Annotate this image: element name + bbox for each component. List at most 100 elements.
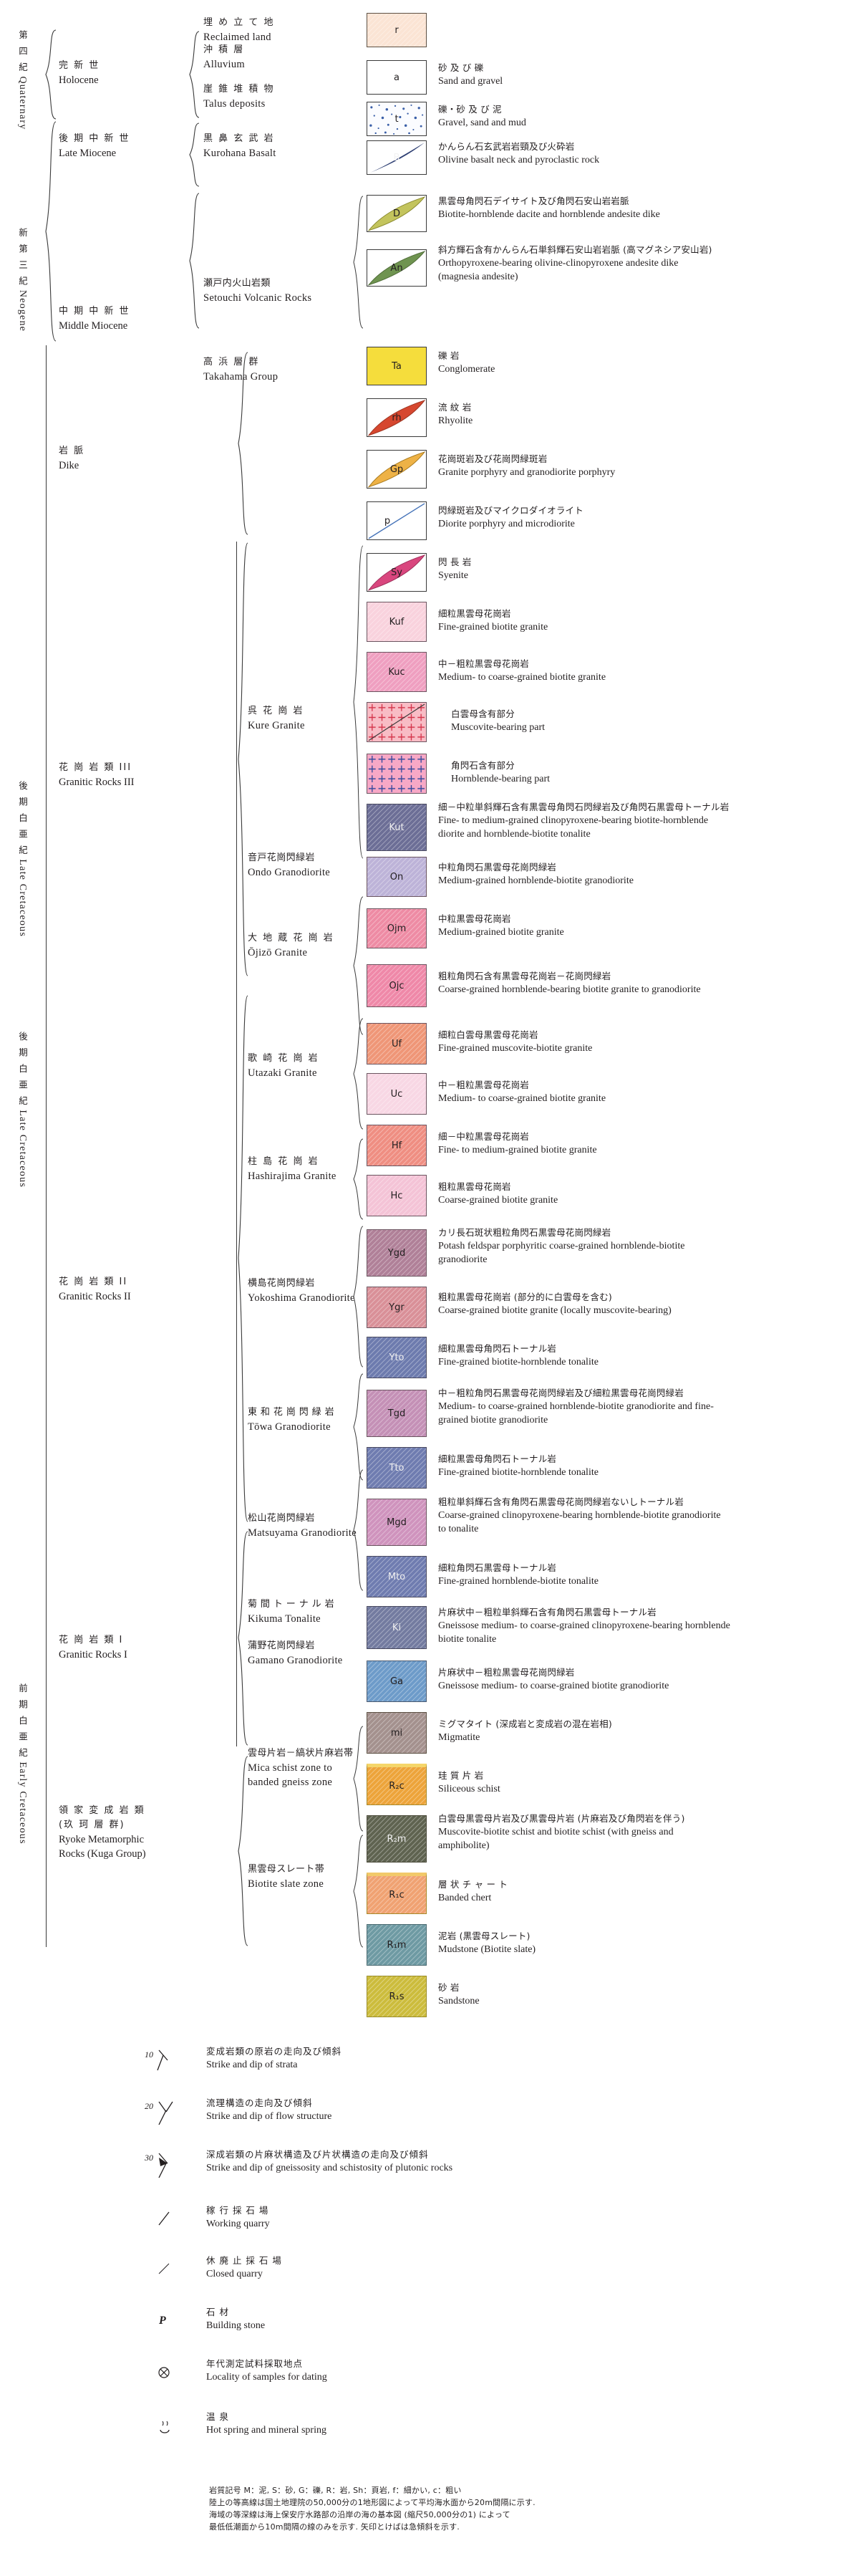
desc-Ojm-jp: 中粒黒雲母花崗岩 <box>438 913 511 924</box>
swatch-R2m-code: R₂m <box>387 1833 407 1845</box>
unit-kure-granite-en: Kure Granite <box>248 720 305 731</box>
swatch-Kut-code: Kut <box>389 822 405 833</box>
unit-kure-granite-jp: 呉 花 崗 岩 <box>248 706 304 716</box>
desc-Hf-en: Fine- to medium-grained biotite granite <box>438 1145 597 1155</box>
desc-rh: 流 紋 岩 Rhyolite <box>438 401 839 428</box>
swatch-R1c-code: R₁c <box>389 1889 405 1900</box>
desc-Mgd: 粗粒単斜輝石含有角閃石黒雲母花崗閃緑岩ないしトーナル岩 Coarse-grain… <box>438 1496 862 1536</box>
desc-Uf: 細粒白雲母黒雲母花崗岩 Fine-grained muscovite-bioti… <box>438 1029 839 1055</box>
building-stone-icon: P <box>158 2315 166 2327</box>
desc-D-jp: 黒雲母角閃石デイサイト及び角閃石安山岩岩脈 <box>438 196 629 206</box>
working-quarry-icon <box>158 2211 170 2226</box>
unit-yokoshima-granodiorite-en: Yokoshima Granodiorite <box>248 1292 355 1304</box>
swatch-R2c-code: R₂c <box>389 1780 405 1792</box>
unit-towa-granodiorite: 東 和 花 崗 閃 緑 岩 Tōwa Granodiorite <box>248 1405 412 1434</box>
unit-utazaki-granite: 歌 崎 花 崗 岩 Utazaki Granite <box>248 1052 412 1080</box>
desc-Ygd-jp: カリ長石斑状粗粒角閃石黒雲母花崗閃緑岩 <box>438 1227 611 1238</box>
footnote-line-3: 海域の等深線は海上保安庁水路部の沿岸の海の基本図 (縮尺50,000分の1) に… <box>209 2510 510 2519</box>
desc-a-jp: 砂 及 び 礫 <box>438 62 484 73</box>
desc-hornblende-bearing-en: Hornblende-bearing part <box>451 774 550 784</box>
group-granitic-ii-jp: 花 崗 岩 類 II <box>59 1277 128 1287</box>
strike-dip-strata-icon: 10 <box>145 2049 168 2071</box>
strike-dip-gneissosity-icon: 30 <box>144 2153 168 2178</box>
unit-setouchi-volcanic-jp: 瀬戸内火山岩類 <box>203 278 271 289</box>
desc-On-en: Medium-grained hornblende-biotite granod… <box>438 875 634 886</box>
brace-granitic-ii <box>236 994 251 1523</box>
brace-biotite-slate-sub <box>352 1834 365 1948</box>
unit-talus-deposits-en: Talus deposits <box>203 98 266 110</box>
brace-ryoke <box>236 1755 251 1947</box>
swatch-Mgd: Mgd <box>367 1499 427 1546</box>
desc-Uc-jp: 中－粗粒黒雲母花崗岩 <box>438 1080 530 1090</box>
desc-Kut-en: Fine- to medium-grained clinopyroxene-be… <box>438 815 709 826</box>
desc-Hc-en: Coarse-grained biotite granite <box>438 1195 558 1206</box>
unit-hashirajima-granite-en: Hashirajima Granite <box>248 1171 336 1182</box>
desc-Ga-en: Gneissose medium- to coarse-grained biot… <box>438 1681 669 1691</box>
desc-muscovite-bearing-jp: 白雲母含有部分 <box>451 708 515 719</box>
desc-R1s: 砂 岩 Sandstone <box>438 1981 839 2008</box>
desc-Ygr-jp: 粗粒黒雲母花崗岩 (部分的に白雲母を含む) <box>438 1292 612 1302</box>
swatch-Ygr: Ygr <box>367 1287 427 1328</box>
footnote-line-4: 最低低潮面から10m間隔の線のみを示す. 矢印とけばは急傾斜を示す. <box>209 2522 460 2532</box>
era-label-early-cretaceous-jp: 前 期 白 亜 紀 <box>17 1683 28 1759</box>
group-ryoke-en: Ryoke Metamorphic <box>59 1834 145 1845</box>
desc-p-jp: 閃緑斑岩及びマイクロダイオライト <box>438 505 583 516</box>
unit-kurohana-basalt: 黒 鼻 玄 武 岩 Kurohana Basalt <box>203 132 368 160</box>
group-ryoke: 領 家 変 成 岩 類 (玖 珂 層 群) Ryoke Metamorphic … <box>59 1804 180 1861</box>
unit-ojizo-granite: 大 地 蔵 花 崗 岩 Ōjizō Granite <box>248 931 412 960</box>
age-late-miocene: 後 期 中 新 世 Late Miocene <box>59 132 180 160</box>
desc-Tgd-en: Medium- to coarse-grained hornblende-bio… <box>438 1401 714 1412</box>
desc-Sy-en: Syenite <box>438 570 468 581</box>
unit-ondo-granodiorite-en: Ondo Granodiorite <box>248 867 331 878</box>
desc-R1c-jp: 層 状 チ ャ ー ト <box>438 1879 508 1890</box>
swatch-Hc: Hc <box>367 1175 427 1216</box>
desc-Ki-en2: biotite tonalite <box>438 1634 497 1645</box>
unit-mica-schist-zone: 雲母片岩－縞状片麻岩帯 Mica schist zone to banded g… <box>248 1746 412 1789</box>
age-holocene: 完 新 世 Holocene <box>59 59 180 87</box>
swatch-An-code: An <box>390 262 403 274</box>
desc-Yto-jp: 細粒黒雲母角閃石トーナル岩 <box>438 1343 557 1354</box>
swatch-D-code: D <box>392 208 400 219</box>
desc-Kuf: 細粒黒雲母花崗岩 Fine-grained biotite granite <box>438 607 839 634</box>
desc-p: 閃緑斑岩及びマイクロダイオライト Diorite porphyry and mi… <box>438 504 839 531</box>
era-label-neogene-en: Neogene <box>17 289 28 332</box>
brace-late-miocene <box>188 122 202 188</box>
swatch-Gp: Gp <box>367 450 427 489</box>
desc-Kut-en2: diorite and hornblende-biotite tonalite <box>438 829 591 840</box>
desc-Sy-jp: 閃 長 岩 <box>438 557 472 567</box>
group-ryoke-jp2: (玖 珂 層 群) <box>59 1820 125 1830</box>
era-label-late-cretaceous-a-en: Late Cretaceous <box>17 859 28 937</box>
era-label-late-cretaceous-b-en: Late Cretaceous <box>17 1110 28 1188</box>
swatch-D: D <box>367 195 427 232</box>
group-granitic-ii-en: Granitic Rocks II <box>59 1291 131 1302</box>
swatch-Mgd-code: Mgd <box>387 1517 407 1528</box>
desc-R2m-en2: amphibolite) <box>438 1840 490 1851</box>
swatch-Ga: Ga <box>367 1661 427 1702</box>
swatch-r: r <box>367 13 427 47</box>
swatch-Gp-code: Gp <box>389 463 404 475</box>
dating-sample-icon <box>158 2367 170 2378</box>
footnote-line-1: 岩質記号 M：泥, S：砂, G：礫, R：岩, Sh：頁岩, f：細かい, c… <box>209 2486 462 2495</box>
desc-Uc: 中－粗粒黒雲母花崗岩 Medium- to coarse-grained bio… <box>438 1079 839 1105</box>
unit-talus-deposits: 崖 錐 堆 積 物 Talus deposits <box>203 82 368 111</box>
swatch-p: p <box>367 501 427 540</box>
swatch-Kuf: Kuf <box>367 602 427 642</box>
unit-talus-deposits-jp: 崖 錐 堆 積 物 <box>203 84 275 95</box>
desc-R1s-en: Sandstone <box>438 1996 480 2007</box>
swatch-On-code: On <box>389 871 404 883</box>
desc-Hf-jp: 細－中粒黒雲母花崗岩 <box>438 1131 530 1142</box>
unit-biotite-slate-zone-jp: 黒雲母スレート帯 <box>248 1864 325 1875</box>
swatch-t-code: t <box>394 113 399 125</box>
brace-granitic-iii <box>236 542 251 977</box>
desc-Mgd-en2: to tonalite <box>438 1524 479 1534</box>
desc-muscovite-bearing: 白雲母含有部分 Muscovite-bearing part <box>451 708 852 734</box>
era-label-neogene: 新 第 三 紀 Neogene <box>16 228 29 332</box>
unit-gamano-granodiorite-en: Gamano Granodiorite <box>248 1655 343 1666</box>
desc-Kuf-jp: 細粒黒雲母花崗岩 <box>438 608 511 619</box>
desc-R1m-jp: 泥岩 (黒雲母スレート) <box>438 1931 531 1941</box>
symbol-building-stone-en: Building stone <box>206 2320 266 2331</box>
desc-Ta: 礫 岩 Conglomerate <box>438 350 839 376</box>
unit-hashirajima-granite: 柱 島 花 崗 岩 Hashirajima Granite <box>248 1155 412 1183</box>
unit-matsuyama-granodiorite-jp: 松山花崗閃緑岩 <box>248 1513 315 1524</box>
swatch-R1c: R₁c <box>367 1873 427 1914</box>
